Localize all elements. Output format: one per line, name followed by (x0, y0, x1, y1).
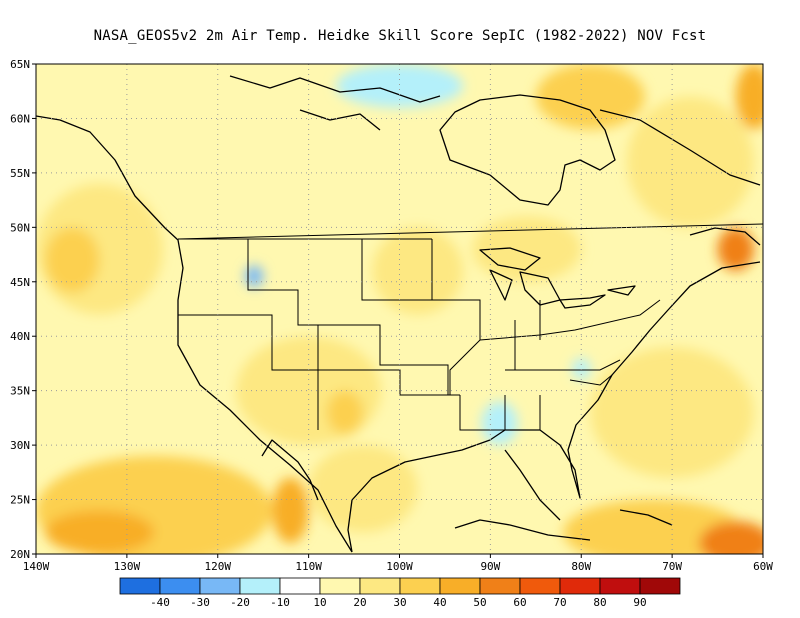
northern-plains-warm-region (372, 227, 464, 315)
latitude-tick-label: 35N (10, 385, 30, 398)
latitude-tick-label: 30N (10, 439, 30, 452)
latitude-ticks: 20N 25N 30N 35N 40N 45N 50N 55N 60N 65N (10, 58, 36, 561)
new-mexico-core-region (326, 390, 364, 435)
political-boundaries (177, 223, 763, 431)
latitude-tick-label: 65N (10, 58, 30, 71)
caribbean-hot-region (699, 521, 763, 554)
longitude-tick-label: 80W (571, 560, 591, 573)
longitude-tick-label: 140W (23, 560, 50, 573)
far-ne-warm-region (735, 64, 763, 130)
colorbar-label: 20 (353, 596, 366, 609)
colorbar: -40 -30 -20 -10 10 20 30 40 50 60 70 80 90 (119, 577, 681, 609)
caribbean-warm-region (563, 499, 745, 554)
hudson-bay-warm-region (535, 64, 645, 130)
latitude-tick-label: 45N (10, 276, 30, 289)
longitude-tick-label: 130W (114, 560, 141, 573)
southwest-warm-region (235, 336, 382, 446)
coastlines (36, 75, 761, 553)
colorbar-swatch (599, 577, 641, 595)
skill-field (36, 64, 763, 554)
latitude-tick-label: 20N (10, 548, 30, 561)
colorbar-swatch (239, 577, 281, 595)
colorbar-swatch (559, 577, 601, 595)
colorbar-label: -20 (230, 596, 250, 609)
gulf-coast-cool-region (481, 401, 518, 446)
longitude-tick-label: 110W (295, 560, 322, 573)
colorbar-label: 50 (473, 596, 486, 609)
latitude-tick-label: 25N (10, 494, 30, 507)
colorbar-swatch (519, 577, 561, 595)
latitude-tick-label: 60N (10, 112, 30, 125)
longitude-tick-label: 70W (662, 560, 682, 573)
longitude-tick-label: 100W (386, 560, 413, 573)
latitude-tick-label: 50N (10, 221, 30, 234)
map-title: NASA_GEOS5v2 2m Air Temp. Heidke Skill S… (93, 28, 707, 44)
colorbar-swatch (119, 577, 161, 595)
labrador-warm-region (626, 96, 754, 228)
latitude-tick-label: 55N (10, 167, 30, 180)
colorbar-label: 60 (513, 596, 526, 609)
colorbar-label: 10 (313, 596, 326, 609)
atlantic-warm-region (590, 347, 754, 478)
gridlines (36, 64, 763, 554)
colorbar-label: 80 (593, 596, 606, 609)
colorbar-swatch (279, 577, 321, 595)
arctic-cool-region (335, 64, 464, 108)
pacific-south-core-region (45, 510, 155, 554)
colorbar-label: -10 (270, 596, 290, 609)
colorbar-label: 90 (633, 596, 646, 609)
colorbar-label: -40 (150, 596, 170, 609)
colorbar-label: 70 (553, 596, 566, 609)
colorbar-swatch (359, 577, 401, 595)
colorbar-swatch (479, 577, 521, 595)
colorbar-swatch (319, 577, 361, 595)
longitude-tick-label: 120W (205, 560, 232, 573)
ne-pacific-warm-core-region (45, 227, 100, 293)
colorbar-label: 40 (433, 596, 446, 609)
carolina-cool-region (572, 358, 591, 380)
colorbar-swatch (639, 577, 681, 595)
idaho-cool-region (245, 265, 264, 288)
longitude-tick-label: 60W (753, 560, 773, 573)
latitude-tick-label: 40N (10, 330, 30, 343)
colorbar-label: -30 (190, 596, 210, 609)
colorbar-label: 30 (393, 596, 406, 609)
longitude-tick-label: 90W (480, 560, 500, 573)
colorbar-swatch (199, 577, 241, 595)
colorbar-swatch (159, 577, 201, 595)
longitude-ticks: 140W 130W 120W 110W 100W 90W 80W 70W 60W (23, 554, 773, 573)
gulf-stlawrence-warm-region (717, 227, 754, 271)
colorbar-swatch (399, 577, 441, 595)
colorbar-swatch (439, 577, 481, 595)
baja-warm-region (272, 477, 309, 544)
